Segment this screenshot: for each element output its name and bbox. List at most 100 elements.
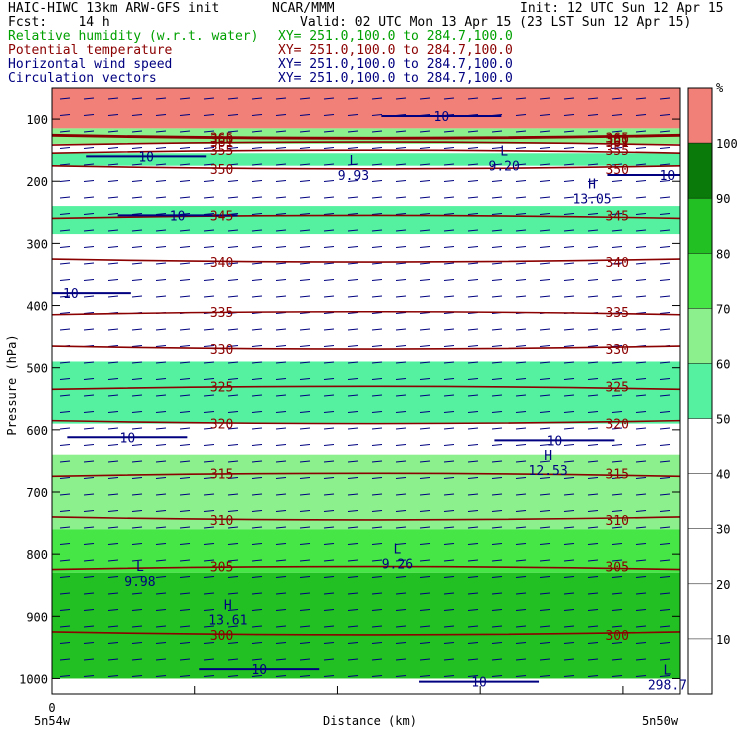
circulation-vector [635,97,647,100]
extremum-mark: L [350,154,358,169]
colorbar-label: 60 [716,357,730,371]
circulation-vector [203,493,215,496]
circulation-vector [491,444,503,446]
circulation-vector [467,609,479,611]
wind-label: 10 [120,431,136,446]
circulation-vector [467,328,479,331]
extremum-value: 9.98 [124,575,155,590]
circulation-vector [563,675,575,677]
theta-label: 355 [605,144,628,159]
circulation-vector [155,460,167,463]
circulation-vector [275,97,287,100]
wind-label: 10 [471,676,487,691]
y-tick-label: 700 [26,486,48,500]
circulation-vector [347,411,359,413]
circulation-vector [443,460,455,463]
circulation-vector [107,97,119,100]
circulation-vector [275,510,287,512]
circulation-vector [107,394,119,397]
circulation-vector [635,411,647,413]
extremum-mark: H [588,178,596,193]
circulation-vector [227,378,239,380]
y-tick-label: 400 [26,300,48,314]
circulation-vector [467,444,479,446]
circulation-vector [443,592,455,595]
circulation-vector [587,262,599,265]
circulation-vector [227,460,239,463]
circulation-vector [275,477,287,479]
circulation-vector [491,559,503,562]
circulation-vector [443,295,455,298]
circulation-vector [131,609,143,611]
header-mid-line: XY= 251.0,100.0 to 284.7,100.0 [278,43,513,58]
circulation-vector [539,378,551,380]
theta-label: 355 [210,144,233,159]
circulation-vector [587,130,599,133]
circulation-vector [515,543,527,545]
circulation-vector [467,427,479,430]
circulation-vector [467,477,479,479]
circulation-vector [203,411,215,413]
circulation-vector [83,576,95,578]
circulation-vector [131,163,143,166]
circulation-vector [323,246,335,248]
circulation-vector [563,658,575,661]
circulation-vector [131,147,143,149]
circulation-vector [563,625,575,628]
circulation-vector [443,97,455,100]
colorbar-label: 20 [716,578,730,592]
circulation-vector [155,147,167,149]
circulation-vector [563,592,575,595]
circulation-vector [419,477,431,479]
circulation-vector [371,114,383,116]
circulation-vector [203,658,215,661]
circulation-vector [467,378,479,380]
circulation-vector [107,196,119,199]
circulation-vector [395,411,407,413]
circulation-vector [515,493,527,496]
colorbar-segment [688,198,712,254]
colorbar-segment [688,638,712,694]
circulation-vector [131,526,143,529]
circulation-vector [275,543,287,545]
circulation-vector [443,576,455,578]
circulation-vector [491,328,503,331]
circulation-vector [179,180,191,182]
theta-label: 310 [605,514,628,529]
circulation-vector [515,658,527,661]
circulation-vector [491,213,503,215]
circulation-vector [659,543,671,545]
theta-label: 320 [605,418,628,433]
circulation-vector [611,345,623,347]
circulation-vector [59,477,71,479]
circulation-vector [347,229,359,232]
circulation-vector [371,493,383,496]
circulation-vector [83,246,95,248]
theta-label: 300 [605,629,628,644]
circulation-vector [155,130,167,133]
circulation-vector [251,427,263,430]
circulation-vector [323,394,335,397]
circulation-vector [635,675,647,677]
circulation-vector [107,295,119,298]
circulation-vector [251,328,263,331]
circulation-vector [323,196,335,199]
circulation-vector [611,444,623,446]
circulation-vector [371,625,383,628]
theta-label: 361 [605,136,628,151]
circulation-vector [563,609,575,611]
wind-label: 10 [170,209,186,224]
circulation-vector [59,196,71,199]
circulation-vector [371,427,383,430]
circulation-vector [371,675,383,677]
circulation-vector [371,213,383,215]
circulation-vector [539,411,551,413]
circulation-vector [347,526,359,529]
circulation-vector [155,592,167,595]
circulation-vector [491,246,503,248]
circulation-vector [107,378,119,380]
circulation-vector [587,444,599,446]
circulation-vector [491,229,503,232]
circulation-vector [611,411,623,413]
circulation-vector [587,147,599,149]
